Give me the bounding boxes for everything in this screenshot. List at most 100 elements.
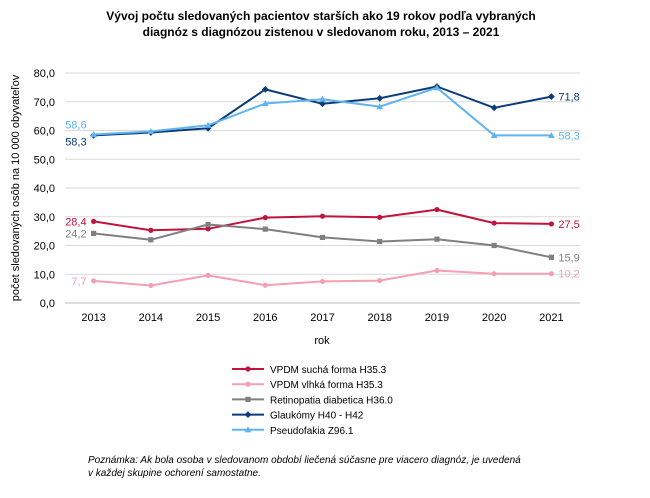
legend-label: Retinopatia diabetica H36.0 bbox=[270, 395, 393, 406]
data-label: 71,8 bbox=[558, 92, 579, 104]
data-label: 15,9 bbox=[558, 252, 579, 264]
data-point bbox=[377, 214, 383, 220]
data-label: 58,3 bbox=[558, 130, 579, 142]
data-point bbox=[319, 100, 326, 108]
data-point bbox=[376, 94, 384, 102]
chart-title-line-2: diagnóz s diagnózou zistenou v sledovano… bbox=[143, 25, 500, 39]
data-point bbox=[90, 131, 98, 138]
data-point bbox=[491, 271, 497, 277]
data-point bbox=[148, 227, 154, 233]
data-point bbox=[491, 220, 497, 226]
series-2: 24,2 15,9 bbox=[65, 221, 580, 264]
data-label: 58,3 bbox=[65, 136, 86, 148]
y-tick-label: 70,0 bbox=[34, 97, 55, 109]
data-point bbox=[376, 103, 384, 110]
legend-item: Retinopatia diabetica H36.0 bbox=[232, 395, 393, 406]
data-point bbox=[205, 226, 211, 232]
series-line bbox=[93, 86, 552, 137]
data-point bbox=[262, 215, 268, 221]
x-tick-label: 2020 bbox=[482, 312, 506, 324]
note-line-1: Poznámka: Ak bola osoba v sledovanom obd… bbox=[88, 455, 521, 466]
legend-item: Pseudofakia Z96.1 bbox=[232, 426, 354, 437]
data-point bbox=[261, 100, 269, 107]
data-point bbox=[262, 226, 268, 232]
data-point bbox=[262, 282, 268, 288]
series-0: 28,4 27,5 bbox=[65, 206, 580, 233]
legend-label: Pseudofakia Z96.1 bbox=[270, 426, 354, 437]
legend-swatch-marker bbox=[245, 381, 251, 387]
legend-item: VPDM vlhká forma H35.3 bbox=[232, 380, 383, 391]
data-label: 10,2 bbox=[558, 269, 579, 281]
data-point bbox=[204, 121, 212, 128]
series-line bbox=[93, 85, 552, 137]
y-tick-label: 30,0 bbox=[34, 212, 55, 224]
x-tick-label: 2018 bbox=[367, 312, 391, 324]
legend-label: VPDM vlhká forma H35.3 bbox=[270, 380, 383, 391]
data-point bbox=[490, 104, 498, 112]
data-point bbox=[547, 131, 555, 138]
legend-swatch-marker bbox=[244, 426, 252, 433]
series-line bbox=[93, 208, 552, 232]
y-tick-label: 80,0 bbox=[34, 68, 55, 80]
data-point bbox=[490, 131, 498, 138]
data-label: 24,2 bbox=[65, 228, 86, 240]
y-tick-labels: 0,0 10,0 20,0 30,0 40,0 50,0 60,0 70,0 80,0 bbox=[34, 68, 55, 310]
series-1: 7,7 10,2 bbox=[71, 267, 580, 289]
data-point bbox=[205, 221, 211, 228]
data-point bbox=[148, 237, 154, 243]
data-point bbox=[91, 278, 97, 284]
data-point bbox=[547, 93, 555, 100]
series-3: 58,3 71,8 bbox=[65, 83, 580, 148]
legend-label: Glaukómy H40 - H42 bbox=[270, 411, 364, 422]
data-point bbox=[205, 272, 211, 278]
legend-swatch-marker bbox=[245, 366, 251, 372]
data-point bbox=[91, 230, 97, 237]
data-point bbox=[548, 271, 554, 277]
data-point bbox=[148, 282, 154, 289]
data-point bbox=[491, 242, 497, 249]
data-point bbox=[548, 254, 554, 260]
data-point bbox=[319, 234, 326, 241]
legend-swatch-marker bbox=[245, 396, 251, 402]
data-point bbox=[434, 236, 440, 242]
y-tick-label: 50,0 bbox=[34, 154, 55, 166]
legend: VPDM suchá forma H35.3 VPDM vlhká forma H… bbox=[232, 365, 393, 437]
x-tick-label: 2017 bbox=[310, 312, 334, 324]
data-point bbox=[261, 85, 269, 93]
y-tick-label: 40,0 bbox=[34, 183, 55, 195]
legend-swatch-marker bbox=[244, 411, 252, 418]
series-4: 58,6 58,3 bbox=[65, 84, 580, 142]
series-layer: 28,4 27,5 7,7 10,2 24,2 15,9 58,3 71,8 58,6 58,3 bbox=[65, 83, 580, 289]
y-axis-label: počet sledovaných osôb na 10 000 obyvate… bbox=[10, 74, 22, 301]
data-point bbox=[91, 218, 97, 224]
data-label: 27,5 bbox=[558, 219, 579, 231]
legend-item: VPDM suchá forma H35.3 bbox=[232, 365, 387, 376]
x-axis-label: rok bbox=[314, 335, 330, 347]
y-tick-label: 60,0 bbox=[34, 126, 55, 138]
y-tick-label: 10,0 bbox=[34, 269, 55, 281]
x-tick-label: 2014 bbox=[139, 312, 163, 324]
data-point bbox=[319, 213, 326, 219]
data-point bbox=[434, 206, 440, 213]
data-point bbox=[377, 238, 383, 245]
data-point bbox=[319, 278, 326, 285]
x-tick-label: 2021 bbox=[539, 312, 563, 324]
data-point bbox=[319, 95, 326, 102]
y-tick-label: 20,0 bbox=[34, 241, 55, 253]
data-point bbox=[548, 221, 554, 227]
x-tick-label: 2019 bbox=[425, 312, 449, 324]
data-label: 58,6 bbox=[65, 120, 86, 132]
x-tick-label: 2016 bbox=[253, 312, 277, 324]
x-tick-labels: 2013 2014 2015 2016 2017 2018 2019 2020 2021 bbox=[81, 312, 563, 324]
data-point bbox=[434, 267, 440, 274]
data-point bbox=[377, 277, 383, 284]
note-line-2: v každej skupine ochorení samostatne. bbox=[88, 468, 261, 479]
data-point bbox=[147, 127, 155, 134]
chart-title-line-1: Vývoj počtu sledovaných pacientov starší… bbox=[106, 9, 535, 23]
x-tick-label: 2013 bbox=[81, 312, 105, 324]
data-point bbox=[433, 84, 441, 91]
data-label: 28,4 bbox=[65, 216, 86, 228]
x-tick-label: 2015 bbox=[196, 312, 220, 324]
y-tick-label: 0,0 bbox=[40, 298, 55, 310]
